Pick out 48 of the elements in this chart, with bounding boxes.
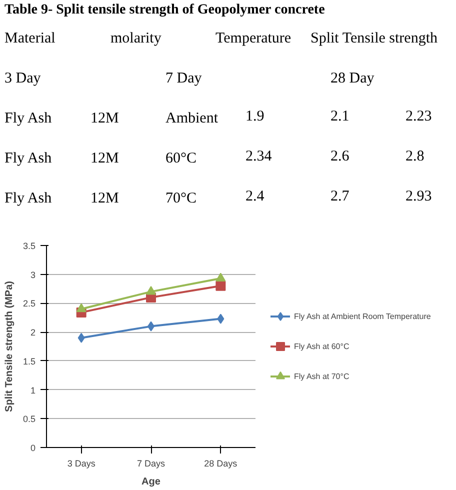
text: 2.23: [406, 108, 432, 124]
chart-title: Table 9- Split tensile strength of Geopolymer concrete: [4, 2, 325, 18]
text: Material: [4, 30, 56, 46]
x-tick-label: 7 Days: [136, 458, 166, 468]
point: [78, 332, 85, 343]
text: 12M: [90, 150, 119, 166]
y-tick-label: 1: [30, 385, 36, 396]
y-tick-label: 3.5: [22, 241, 36, 251]
y-tick-label: 2.5: [22, 298, 36, 309]
text: 2.4: [246, 188, 265, 204]
text: 12M: [90, 190, 119, 206]
legend-label: Fly Ash at 60°C: [294, 342, 350, 350]
y-tick-label: 0: [30, 443, 36, 453]
legend-label: Fly Ash at Ambient Room Temperature: [294, 312, 431, 320]
y-tick-label: 3: [30, 270, 36, 280]
x-tick-label: 3 Days: [67, 458, 96, 468]
text: 7 Day: [166, 70, 202, 86]
text: Fly Ash: [4, 150, 52, 166]
x-axis-title: Age: [142, 476, 161, 488]
text: 60°C: [166, 150, 197, 166]
text: 70°C: [166, 190, 197, 206]
y-tick-label: 2: [30, 328, 36, 338]
text: molarity: [110, 30, 162, 46]
point: [217, 314, 224, 324]
text: 2.7: [330, 188, 350, 204]
y-tick-label: 0.5: [22, 414, 36, 424]
text: 1.9: [246, 108, 264, 124]
x-tick-label: 28 Days: [204, 458, 238, 468]
text: Temperature: [216, 30, 292, 46]
text: 2.1: [330, 108, 350, 124]
text: 2.6: [330, 148, 350, 164]
text: 28 Day: [330, 70, 375, 86]
point: [146, 286, 156, 295]
point: [216, 272, 226, 282]
y-axis-title: Split Tensile strength (MPa): [4, 281, 15, 412]
point: [76, 303, 86, 312]
legend-label: Fly Ash at 70°C: [294, 372, 350, 380]
text: 2.34: [246, 148, 272, 164]
text: 3 Day: [4, 70, 42, 86]
text: Ambient: [166, 110, 219, 126]
text: Fly Ash: [4, 190, 52, 206]
y-tick-label: 1.5: [22, 356, 36, 366]
text: Split Tensile strength: [310, 30, 438, 46]
text: 2.93: [406, 188, 432, 204]
text: 2.8: [406, 148, 424, 164]
point: [216, 280, 226, 291]
text: Fly Ash: [4, 110, 52, 126]
text: 12M: [90, 110, 119, 126]
